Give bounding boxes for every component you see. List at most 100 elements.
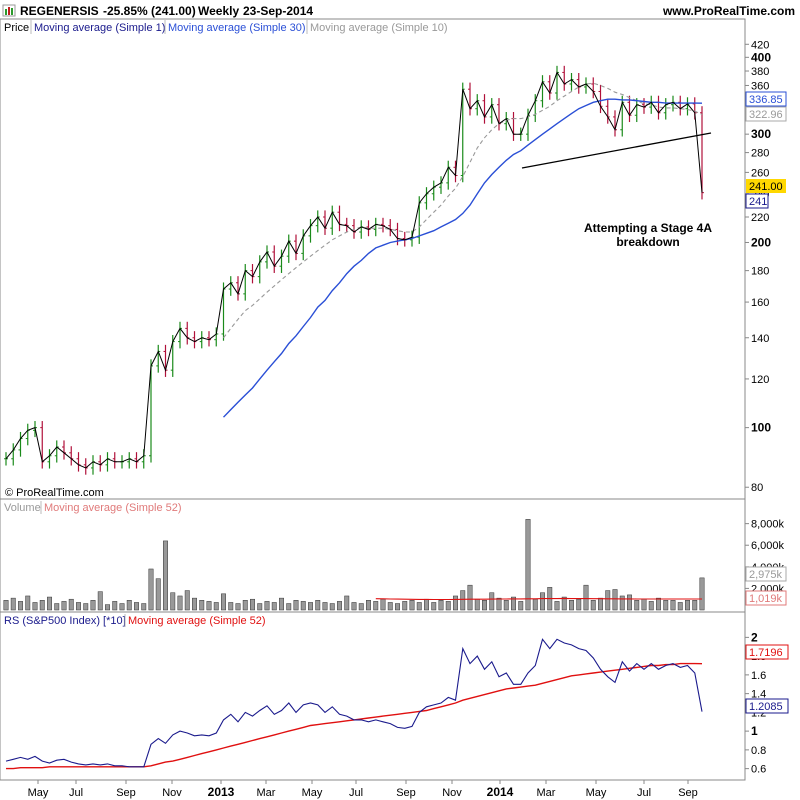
price-legend: Price Moving average (Simple 1) Moving a… bbox=[0, 19, 800, 35]
volume-bar bbox=[32, 602, 38, 611]
ma30-value: 336.85 bbox=[749, 94, 783, 106]
volume-bar bbox=[163, 540, 168, 611]
volume-bar bbox=[373, 601, 379, 611]
volume-bar bbox=[322, 602, 328, 611]
volume-bar bbox=[366, 600, 371, 611]
ma30-value-box bbox=[745, 91, 787, 107]
volume-bar bbox=[467, 584, 473, 611]
ma1-value-box bbox=[745, 193, 769, 209]
date-label: 23-Sep-2014 bbox=[243, 4, 313, 18]
volume-bar bbox=[221, 593, 226, 611]
volume-ma-value: 1,019k bbox=[749, 593, 783, 605]
volume-bar bbox=[119, 603, 125, 611]
legend-ma10: Moving average (Simple 10) bbox=[310, 22, 448, 34]
volume-bar bbox=[438, 600, 444, 611]
volume-bar bbox=[97, 591, 103, 611]
price-tick-label: 380 bbox=[751, 66, 769, 78]
legend-ma30: Moving average (Simple 30) bbox=[168, 22, 306, 34]
volume-bar bbox=[112, 601, 118, 611]
volume-bar bbox=[329, 603, 335, 611]
last-price-value: 241.00 bbox=[749, 181, 783, 193]
legend-ma1: Moving average (Simple 1) bbox=[34, 22, 165, 34]
rs-ma-value-box bbox=[745, 644, 789, 660]
price-tick-label: 180 bbox=[751, 266, 769, 278]
volume-bar bbox=[271, 602, 277, 611]
volume-bar bbox=[257, 603, 263, 611]
x-tick-label: Sep bbox=[396, 787, 416, 799]
support-trendline bbox=[521, 132, 712, 169]
rs-tick-label: 1.4 bbox=[751, 689, 766, 701]
volume-bar bbox=[387, 602, 393, 611]
x-tick-label: Sep bbox=[678, 787, 698, 799]
volume-bar bbox=[569, 600, 574, 611]
volume-bar bbox=[18, 601, 23, 611]
volume-bar bbox=[358, 603, 364, 611]
volume-bar bbox=[206, 601, 212, 611]
volume-bar bbox=[409, 600, 415, 611]
x-tick-label: Mar bbox=[257, 787, 276, 799]
change-label: -25.85% (241.00) bbox=[103, 4, 196, 18]
ma1-line bbox=[5, 71, 703, 469]
x-tick-label: Mar bbox=[537, 787, 556, 799]
volume-bar bbox=[351, 602, 357, 611]
volume-bar bbox=[61, 601, 67, 611]
volume-bar bbox=[250, 598, 255, 611]
volume-bar bbox=[279, 597, 284, 611]
volume-bar bbox=[54, 603, 60, 611]
last-price-box bbox=[746, 179, 786, 193]
ma10-line bbox=[223, 82, 703, 339]
volume-bar bbox=[126, 600, 132, 611]
volume-bar bbox=[590, 600, 596, 611]
legend-rs-ma: Moving average (Simple 52) bbox=[128, 615, 266, 627]
volume-tick-label: 8,000k bbox=[751, 519, 785, 531]
volume-bar bbox=[228, 602, 234, 611]
rs-value: 1.2085 bbox=[749, 701, 783, 713]
volume-bar bbox=[155, 578, 161, 611]
x-tick-label: Jul bbox=[637, 787, 651, 799]
annotation-line-2: breakdown bbox=[616, 235, 679, 249]
x-tick-label: Nov bbox=[442, 787, 462, 799]
legend-price: Price bbox=[4, 22, 29, 34]
volume-bar bbox=[489, 592, 495, 611]
volume-bar bbox=[692, 600, 698, 611]
rs-tick-label: 1 bbox=[751, 724, 758, 738]
legend-volume: Volume bbox=[4, 502, 41, 514]
header: REGENERSIS -25.85% (241.00) Weekly 23-Se… bbox=[2, 4, 795, 18]
volume-bar bbox=[293, 600, 299, 611]
volume-bar bbox=[648, 601, 654, 611]
volume-bar bbox=[105, 604, 110, 611]
volume-bar bbox=[337, 601, 342, 611]
x-tick-label: May bbox=[586, 787, 607, 799]
x-tick-label: Nov bbox=[162, 787, 182, 799]
x-tick-label: Sep bbox=[116, 787, 136, 799]
volume-bar bbox=[685, 600, 690, 611]
chart-logo-bar bbox=[5, 9, 7, 15]
volume-bar bbox=[308, 602, 313, 611]
x-tick-label: May bbox=[28, 787, 49, 799]
rs-tick-label: 2 bbox=[751, 630, 758, 644]
volume-bar bbox=[47, 596, 52, 611]
volume-bar bbox=[68, 598, 74, 611]
volume-bar bbox=[402, 601, 408, 611]
volume-tick-label: 6,000k bbox=[751, 540, 785, 552]
volume-bar bbox=[561, 596, 567, 611]
volume-bar bbox=[554, 601, 560, 611]
price-tick-label: 400 bbox=[751, 50, 771, 64]
volume-legend: Volume Moving average (Simple 52) bbox=[4, 501, 182, 514]
volume-bar bbox=[76, 602, 81, 611]
volume-bar bbox=[532, 598, 538, 611]
volume-bar bbox=[612, 589, 618, 611]
volume-bar bbox=[395, 603, 400, 611]
volume-bar bbox=[39, 600, 45, 611]
volume-bar bbox=[619, 595, 625, 611]
volume-bar bbox=[25, 595, 31, 611]
volume-bar bbox=[576, 598, 582, 611]
volume-bar bbox=[264, 601, 270, 611]
chart-logo-bar bbox=[11, 8, 13, 15]
price-tick-label: 160 bbox=[751, 297, 769, 309]
volume-bar bbox=[170, 592, 176, 611]
volume-bar bbox=[416, 602, 422, 611]
volume-bar bbox=[286, 603, 292, 611]
rs-value-boxes: 1.7196 1.2085 bbox=[745, 644, 789, 714]
rs-ma-value: 1.7196 bbox=[749, 647, 783, 659]
